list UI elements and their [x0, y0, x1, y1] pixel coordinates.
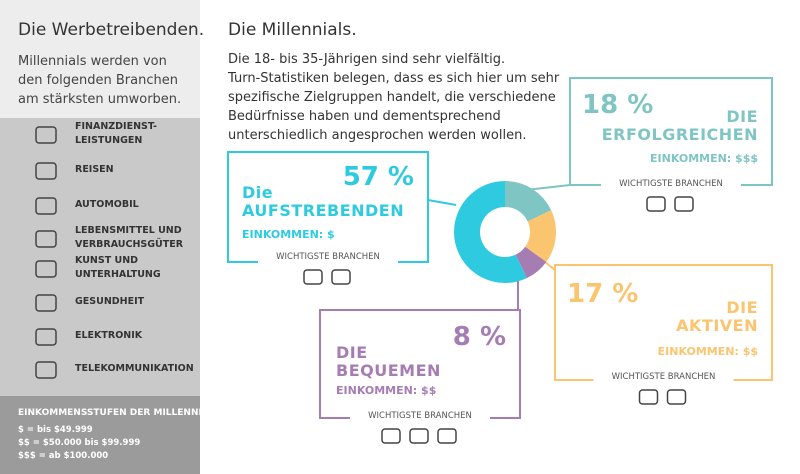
- industry-label: REISEN: [75, 164, 114, 175]
- income: EINKOMMEN: $$: [657, 345, 758, 358]
- industry-icon: [35, 328, 57, 346]
- donut-segment: [505, 181, 552, 222]
- main-paragraph: Turn-Statistiken belegen, dass es sich h…: [228, 71, 560, 86]
- branch-icon: [303, 269, 323, 285]
- donut-segment: [454, 181, 527, 283]
- branch-icon: [638, 389, 659, 405]
- industry-label: GESUNDHEIT: [75, 296, 145, 307]
- branch-icon: [646, 196, 666, 212]
- industry-label: LEISTUNGEN: [75, 135, 143, 146]
- industry-icon: [35, 126, 57, 144]
- industry-icon: [35, 294, 57, 312]
- main-paragraph: unterschiedlich angesprochen werden woll…: [228, 128, 527, 143]
- branches-label: WICHTIGSTE BRANCHEN: [368, 411, 472, 421]
- sidebar-intro: den folgenden Branchen: [18, 73, 178, 88]
- percent-label: 8 %: [452, 322, 506, 352]
- donut-segment: [525, 210, 556, 262]
- branch-icon: [409, 428, 429, 444]
- industry-icon: [35, 361, 57, 379]
- industry-icon: [35, 197, 57, 215]
- percent-label: 17 %: [567, 279, 639, 309]
- industry-label: TELEKOMMUNIKATION: [75, 363, 194, 374]
- sidebar-intro: am stärksten umworben.: [18, 92, 182, 107]
- connector: [525, 184, 571, 191]
- info-box: [569, 77, 773, 186]
- industry-label: KUNST UND: [75, 255, 139, 266]
- branch-icon: [666, 389, 687, 405]
- income: EINKOMMEN: $: [242, 228, 335, 241]
- main-paragraph: Bedürfnisse haben und dementsprechend: [228, 109, 501, 124]
- connector: [427, 199, 457, 206]
- branches-label: WICHTIGSTE BRANCHEN: [619, 179, 723, 189]
- percent-label: 18 %: [582, 90, 654, 120]
- main-paragraph: Die 18- bis 35-Jährigen sind sehr vielfä…: [228, 52, 506, 67]
- industry-label: LEBENSMITTEL UND: [75, 225, 182, 236]
- industry-label: VERBRAUCHSGÜTER: [75, 239, 184, 250]
- industry-bg: [0, 118, 200, 396]
- segment-name: DIE AKTIVEN: [676, 298, 758, 335]
- info-box: [319, 309, 521, 419]
- branch-icon: [674, 196, 694, 212]
- industry-icon: [35, 260, 57, 278]
- income-level: $ = bis $49.999: [18, 425, 93, 435]
- industry-icon: [35, 162, 57, 180]
- branches-label: WICHTIGSTE BRANCHEN: [276, 252, 380, 262]
- industry-label: FINANZDIENST-: [75, 121, 157, 132]
- main-paragraph: spezifische Zielgruppen handelt, die ver…: [228, 90, 556, 105]
- income: EINKOMMEN: $$$: [650, 152, 758, 165]
- segment-name: DIE BEQUEMEN: [336, 343, 441, 380]
- percent-label: 57 %: [342, 162, 414, 192]
- industry-label: ELEKTRONIK: [75, 330, 143, 341]
- info-box: [227, 151, 429, 263]
- main-title: Die Millennials.: [228, 20, 357, 40]
- income: EINKOMMEN: $$: [336, 384, 437, 397]
- info-box: [554, 264, 773, 381]
- income-title: EINKOMMENSSTUFEN DER MILLENNIALS: [18, 408, 222, 418]
- segment-name: Die AUFSTREBENDEN: [242, 183, 405, 220]
- industry-icon: [35, 230, 57, 248]
- industry-label: AUTOMOBIL: [75, 199, 139, 210]
- segment-name: DIE ERFOLGREICHEN: [601, 107, 758, 144]
- industry-label: UNTERHALTUNG: [75, 269, 161, 280]
- branch-icon: [437, 428, 457, 444]
- branches-label: WICHTIGSTE BRANCHEN: [611, 372, 716, 382]
- branch-icon: [381, 428, 401, 444]
- branch-icon: [331, 269, 351, 285]
- income-bg: [0, 396, 200, 474]
- income-level: $$$ = ab $100.000: [18, 451, 109, 461]
- sidebar-intro: Millennials werden von: [18, 54, 167, 69]
- sidebar-title: Die Werbetreibenden.: [18, 20, 205, 40]
- donut-segment: [515, 246, 547, 279]
- income-level: $$ = $50.000 bis $99.999: [18, 438, 141, 448]
